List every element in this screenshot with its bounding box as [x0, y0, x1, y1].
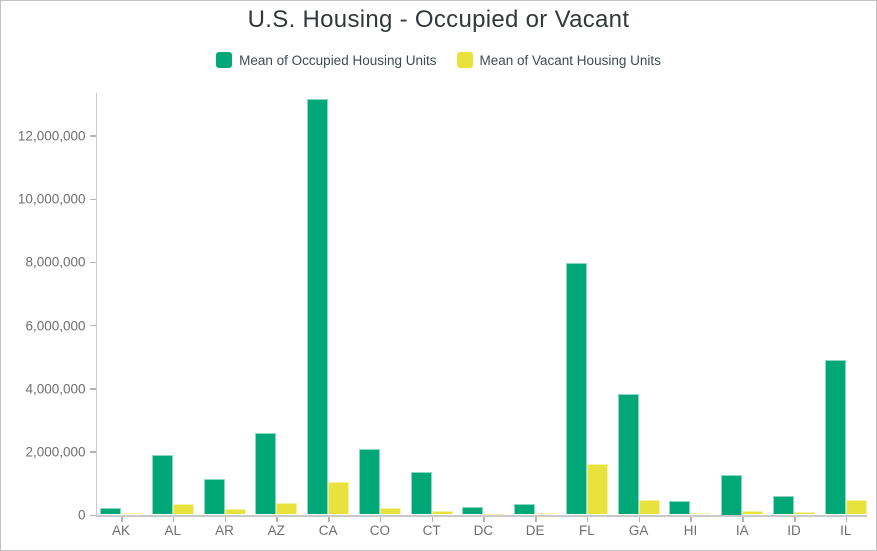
y-axis-label: 12,000,000 [17, 128, 86, 144]
bar-vacant-CA[interactable] [328, 481, 350, 515]
x-axis-label-AZ: AZ [267, 523, 285, 538]
x-axis-tick [742, 516, 744, 522]
legend-item-occupied[interactable]: Mean of Occupied Housing Units [216, 52, 437, 68]
x-axis-label-AR: AR [215, 523, 234, 538]
bar-occupied-CT[interactable] [410, 471, 432, 515]
bar-vacant-DE[interactable] [535, 512, 557, 515]
x-axis-label-CT: CT [422, 523, 441, 538]
legend-swatch-icon [456, 52, 473, 68]
bar-vacant-IA[interactable] [742, 511, 764, 515]
y-axis-line [95, 93, 97, 516]
legend-label: Mean of Vacant Housing Units [479, 52, 661, 68]
bar-occupied-AZ[interactable] [255, 432, 277, 515]
bar-occupied-GA[interactable] [617, 393, 639, 515]
legend-label: Mean of Occupied Housing Units [239, 52, 437, 68]
bar-occupied-AL[interactable] [151, 455, 173, 515]
legend: Mean of Occupied Housing Units Mean of Va… [1, 52, 876, 68]
legend-swatch-icon [216, 52, 233, 68]
y-axis-tick [89, 198, 96, 200]
x-axis-label-GA: GA [628, 523, 649, 538]
bar-occupied-CO[interactable] [358, 448, 380, 515]
bar-vacant-CO[interactable] [379, 508, 401, 515]
x-axis-tick [794, 516, 796, 522]
x-axis-tick [638, 516, 641, 522]
bar-vacant-GA[interactable] [638, 500, 660, 515]
bar-occupied-DC[interactable] [462, 507, 484, 515]
bar-vacant-AK[interactable] [121, 512, 142, 515]
x-axis-label-DC: DC [473, 523, 494, 538]
x-axis-tick [276, 516, 278, 522]
x-axis-label-CA: CA [318, 523, 338, 538]
bar-vacant-FL[interactable] [586, 464, 608, 515]
x-axis-tick [172, 516, 175, 522]
y-axis-label: 10,000,000 [17, 191, 86, 207]
x-axis-label-IA: IA [735, 523, 749, 538]
chart-title: U.S. Housing - Occupied or Vacant [247, 6, 630, 33]
bar-occupied-AK[interactable] [100, 507, 121, 515]
x-axis-tick [224, 516, 227, 522]
x-axis-tick [845, 516, 848, 522]
bar-occupied-HI[interactable] [669, 501, 691, 515]
y-axis-label: 0 [77, 507, 86, 523]
x-axis-label-HI: HI [683, 523, 698, 538]
x-axis-tick [535, 516, 537, 522]
x-axis-tick [328, 516, 330, 522]
x-axis-tick [483, 516, 485, 522]
legend-item-vacant[interactable]: Mean of Vacant Housing Units [456, 52, 661, 68]
y-axis-tick [89, 135, 96, 137]
x-axis-label-CO: CO [369, 523, 390, 538]
x-axis-tick [431, 516, 434, 522]
y-axis-tick [89, 388, 96, 390]
bar-occupied-IL[interactable] [824, 360, 846, 515]
bar-vacant-IL[interactable] [845, 500, 867, 515]
y-axis-label: 6,000,000 [25, 318, 86, 334]
x-axis-label-AK: AK [111, 523, 131, 538]
y-axis-label: 8,000,000 [25, 254, 86, 270]
x-axis-label-IL: IL [840, 523, 852, 538]
bar-vacant-DC[interactable] [483, 513, 505, 515]
bar-occupied-DE[interactable] [514, 503, 536, 515]
x-axis-tick [379, 516, 382, 522]
y-axis-label: 2,000,000 [25, 444, 86, 460]
x-axis-label-DE: DE [525, 523, 545, 538]
x-axis-tick [121, 516, 123, 522]
y-axis-label: 4,000,000 [25, 381, 86, 397]
bar-occupied-FL[interactable] [565, 263, 587, 515]
y-axis-tick [89, 514, 96, 516]
x-axis-label-AL: AL [164, 523, 182, 538]
bar-vacant-AR[interactable] [224, 508, 246, 515]
x-axis-tick [586, 516, 589, 522]
bar-vacant-CT[interactable] [431, 511, 453, 515]
bar-occupied-IA[interactable] [721, 475, 743, 515]
bar-occupied-AR[interactable] [203, 479, 225, 515]
bar-vacant-ID[interactable] [794, 511, 815, 515]
bar-vacant-HI[interactable] [690, 512, 712, 515]
x-axis-tick [690, 516, 692, 522]
y-axis-tick [89, 451, 96, 453]
bar-occupied-CA[interactable] [307, 98, 329, 515]
x-axis-label-ID: ID [787, 523, 801, 538]
x-axis-line [95, 514, 867, 517]
bar-vacant-AZ[interactable] [276, 503, 298, 515]
x-axis-label-FL: FL [579, 523, 595, 538]
bar-vacant-AL[interactable] [172, 503, 194, 515]
bar-occupied-ID[interactable] [773, 495, 794, 515]
y-axis-tick [89, 261, 96, 264]
y-axis-tick [89, 324, 96, 327]
